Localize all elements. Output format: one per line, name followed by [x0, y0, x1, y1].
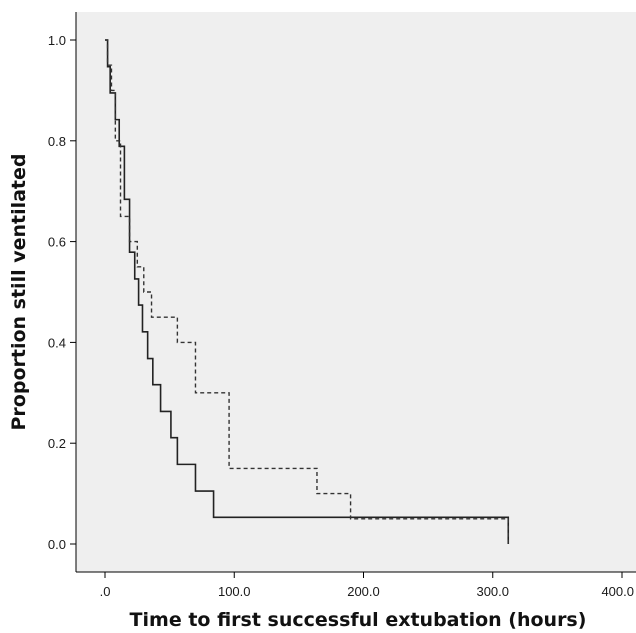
x-axis-title: Time to first successful extubation (hou…: [130, 609, 587, 631]
x-tick-label: 400.0: [601, 584, 634, 599]
y-tick-label: 0.2: [48, 436, 66, 451]
x-tick-label: 100.0: [218, 584, 251, 599]
survival-curves: [105, 39, 510, 544]
y-tick-label: 0.4: [48, 335, 66, 350]
y-axis-ticks: 0.0 0.2 0.4 0.6 0.8 1.0: [48, 33, 76, 552]
y-tick-label: 1.0: [48, 33, 66, 48]
y-tick-label: 0.6: [48, 235, 66, 250]
x-tick-label: .0: [100, 584, 111, 599]
y-tick-label: 0.8: [48, 134, 66, 149]
x-tick-label: 300.0: [476, 584, 509, 599]
x-axis-ticks: .0 100.0 200.0 300.0 400.0: [100, 572, 634, 599]
series-line-dashed: [105, 39, 509, 544]
plot-area: [76, 12, 636, 572]
y-axis-title: Proportion still ventilated: [8, 153, 30, 430]
series-line-solid: [105, 39, 510, 544]
x-tick-label: 200.0: [347, 584, 380, 599]
y-tick-label: 0.0: [48, 537, 66, 552]
